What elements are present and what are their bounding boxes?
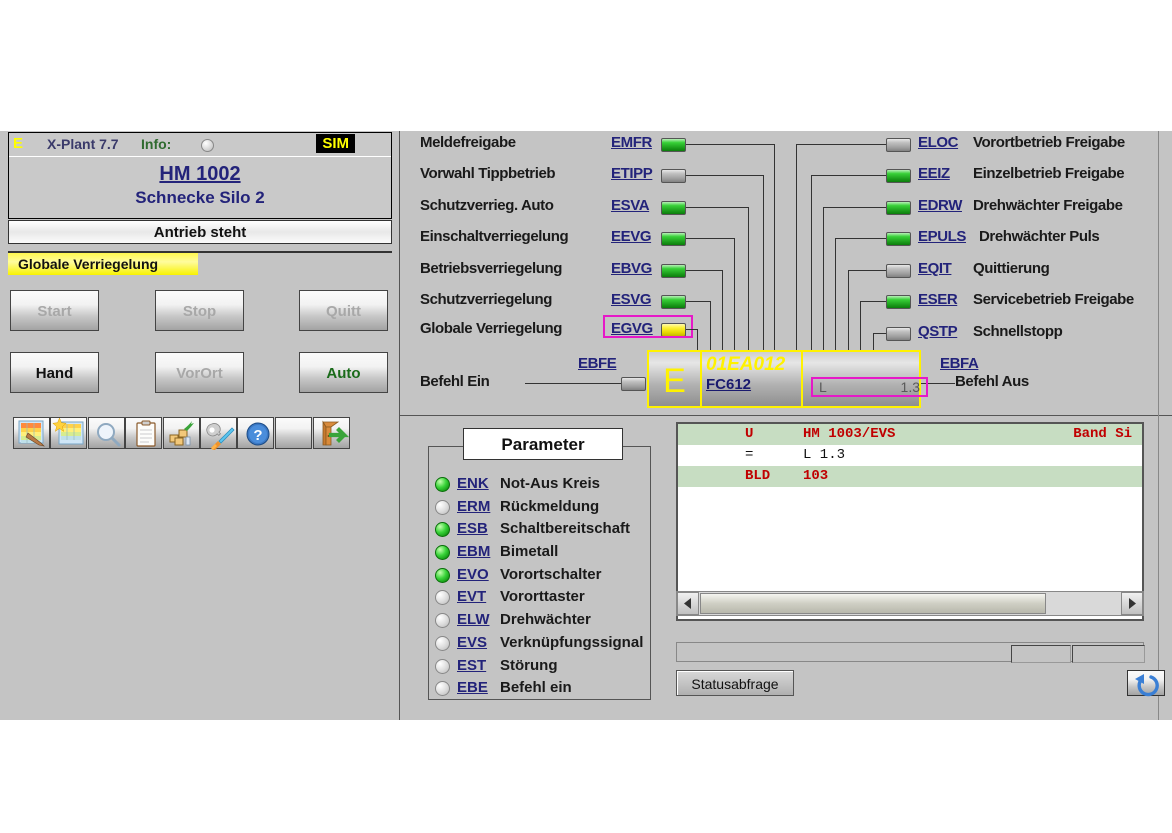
svg-text:?: ? <box>253 427 262 444</box>
